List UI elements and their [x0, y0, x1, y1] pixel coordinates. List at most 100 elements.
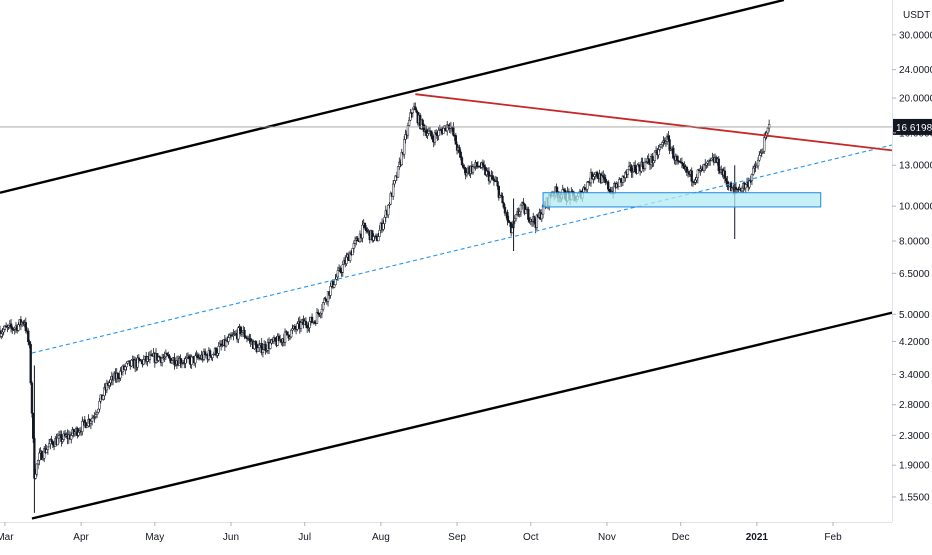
candle-up [377, 236, 380, 242]
candle-down [274, 337, 277, 341]
x-tick-label: Dec [672, 532, 690, 543]
candle-up [334, 278, 337, 286]
drawings-layer [0, 0, 893, 520]
candle-up [47, 443, 51, 448]
candle-down [527, 208, 530, 220]
candle-up [752, 167, 755, 175]
candle-down [717, 158, 720, 171]
candle-up [766, 127, 770, 134]
candle-down [24, 322, 27, 331]
candle-up [296, 323, 299, 330]
y-axis[interactable]: USDT 30.0000 24.0000 20.0000 16.0000 13.0000… [892, 10, 932, 503]
channel-line-1 [31, 311, 893, 520]
candle-up [102, 395, 105, 400]
candle-up [351, 248, 354, 256]
candle-down [501, 195, 504, 204]
candle-up [409, 112, 412, 121]
candle-up [90, 417, 94, 422]
candle-up [109, 379, 112, 384]
candle-up [34, 473, 37, 479]
candle-up [216, 353, 219, 356]
candle-up [626, 169, 629, 175]
candle-up [514, 214, 518, 220]
candle-up [161, 357, 164, 363]
resistance-line-3 [415, 93, 893, 152]
candle-up [352, 243, 356, 249]
candle-down [475, 162, 478, 167]
candle-down [595, 171, 599, 177]
candle-up [341, 264, 344, 273]
candle-up [750, 174, 754, 181]
candle-up [89, 420, 93, 424]
candle-down [481, 162, 485, 166]
plot-background[interactable] [0, 0, 892, 522]
candle-down [458, 147, 461, 153]
candle-up [426, 133, 429, 136]
candle-down [726, 180, 729, 187]
candle-up [756, 159, 760, 167]
candle-down [304, 320, 308, 326]
candle-down [51, 441, 54, 446]
candle-up [748, 180, 751, 188]
last-price-label-bg [892, 118, 932, 135]
candle-down [414, 106, 417, 111]
candle-up [3, 325, 7, 330]
last-price-layer: 16.6198 [0, 118, 932, 135]
candle-down [83, 419, 86, 423]
candle-up [657, 149, 660, 156]
candle-down [667, 135, 670, 140]
candle-up [437, 130, 440, 136]
y-tick-label: 4.2000 [899, 337, 930, 348]
x-tick-label: Sep [448, 532, 466, 543]
candle-down [555, 186, 558, 192]
candle-up [524, 209, 528, 214]
candle-up [592, 176, 595, 180]
candle-down [50, 439, 53, 442]
candle-up [194, 355, 197, 364]
candle-up [387, 204, 390, 216]
candle-up [36, 460, 40, 465]
candle-down [27, 330, 30, 343]
candle-up [763, 137, 766, 152]
candle-down [331, 280, 335, 288]
x-axis[interactable]: Mar Apr May Jun Jul Aug Sep Oct Nov Dec 2021 Feb [0, 522, 842, 543]
candle-up [70, 435, 73, 440]
y-tick-label: 6.5000 [899, 269, 930, 280]
y-tick-label: 1.9000 [899, 461, 930, 472]
candle-down [607, 181, 610, 190]
candle-down [690, 170, 693, 182]
candle-up [705, 162, 708, 166]
candle-down [28, 341, 31, 345]
y-tick-label: 24.0000 [899, 65, 932, 76]
candle-up [38, 452, 41, 461]
candle-up [618, 179, 621, 188]
candle-up [652, 160, 655, 164]
candle-up [758, 155, 761, 161]
y-tick-label: 2.3000 [899, 431, 930, 442]
candle-up [17, 324, 20, 331]
candle-down [286, 331, 289, 336]
y-tick-label: 30.0000 [899, 30, 932, 41]
candle-up [142, 359, 145, 365]
candle-down [668, 139, 671, 151]
candle-down [168, 355, 171, 359]
candle-up [315, 312, 319, 324]
candle-down [681, 163, 685, 167]
candle-down [507, 219, 510, 223]
candle-up [361, 224, 364, 239]
candle-up [710, 158, 713, 161]
candle-up [442, 127, 445, 134]
candle-up [378, 229, 381, 237]
candle-up [513, 218, 516, 222]
candle-up [73, 431, 77, 435]
candle-down [430, 130, 433, 137]
candle-up [77, 432, 80, 436]
candle-down [724, 178, 728, 182]
candle-down [506, 212, 509, 221]
candle-down [604, 178, 607, 183]
candle-down [364, 227, 368, 232]
candle-down [137, 357, 140, 360]
candle-up [45, 449, 48, 453]
